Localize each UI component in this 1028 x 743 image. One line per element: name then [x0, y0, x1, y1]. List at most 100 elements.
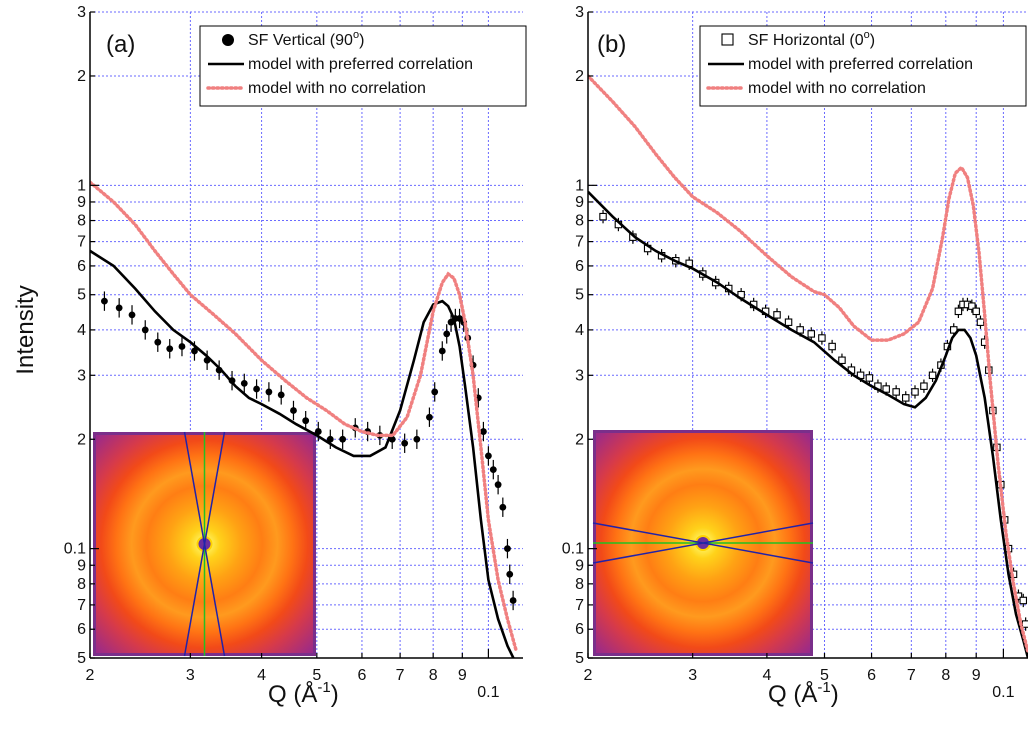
data-point — [154, 338, 162, 346]
y-tick-label: 6 — [77, 621, 86, 638]
y-tick-label: 6 — [575, 621, 584, 638]
y-tick-label: 4 — [77, 322, 86, 339]
legend-label: model with preferred correlation — [748, 56, 973, 73]
data-point — [499, 503, 507, 511]
y-tick-label: 8 — [77, 576, 86, 593]
data-point — [911, 388, 919, 396]
data-point — [902, 394, 910, 402]
data-point — [485, 452, 492, 460]
data-point — [339, 435, 347, 443]
inset-a — [93, 431, 316, 657]
legend-label: model with no correlation — [748, 80, 926, 97]
x-tick-label: 0.1 — [992, 684, 1014, 701]
data-point — [277, 391, 285, 399]
line-preferred-correlation — [90, 249, 515, 658]
y-tick-label: 2 — [77, 431, 86, 448]
legend-label: model with preferred correlation — [248, 56, 473, 73]
data-point — [509, 597, 517, 604]
data-point — [928, 371, 937, 380]
x-tick-label: 5 — [820, 667, 829, 684]
y-axis-title: Intensity — [12, 285, 39, 374]
y-tick-label: 6 — [575, 258, 584, 275]
data-point — [265, 388, 273, 396]
data-point — [784, 318, 793, 326]
x-tick-label: 3 — [186, 667, 195, 684]
axes-frame-b — [587, 12, 1028, 659]
y-tick-label: 7 — [77, 597, 86, 614]
legend-label: model with no correlation — [248, 80, 426, 97]
x-tick-label: 9 — [972, 667, 981, 684]
series-b — [588, 74, 1028, 658]
data-point — [191, 347, 198, 355]
data-point — [972, 307, 980, 316]
data-point — [438, 347, 446, 355]
y-tick-label: 0.1 — [64, 541, 86, 558]
y-tick-label: 7 — [575, 597, 584, 614]
data-point — [954, 307, 963, 316]
data-point — [101, 297, 108, 305]
data-point — [838, 356, 846, 365]
y-tick-label: 3 — [77, 367, 86, 384]
x-tick-label: 8 — [429, 667, 438, 684]
inset-b — [592, 430, 814, 656]
y-tick-label: 9 — [575, 194, 584, 211]
y-tick-label: 5 — [77, 650, 86, 667]
data-point — [892, 388, 900, 396]
legend-label: SF Vertical (90o) — [248, 29, 364, 49]
y-tick-label: 6 — [77, 258, 86, 275]
data-point — [882, 385, 890, 393]
y-tick-label: 9 — [77, 194, 86, 211]
data-point — [504, 545, 511, 553]
data-point — [599, 212, 607, 221]
legend-marker-circle — [222, 34, 234, 46]
data-point — [115, 304, 123, 312]
data-point — [431, 388, 439, 396]
data-point — [494, 481, 502, 489]
y-tick-label: 2 — [77, 68, 86, 85]
x-tick-label: 5 — [312, 667, 321, 684]
legend-label: SF Horizontal (0o) — [748, 29, 875, 49]
y-tick-label: 8 — [575, 213, 584, 230]
y-tick-label: 2 — [575, 431, 584, 448]
data-point — [401, 439, 409, 447]
data-point — [290, 407, 297, 414]
y-tick-label: 8 — [575, 576, 584, 593]
data-point — [968, 302, 976, 310]
data-point — [326, 435, 334, 443]
x-tick-label: 9 — [458, 667, 467, 684]
data-point — [773, 311, 781, 319]
legend-b: SF Horizontal (0o) model with preferred c… — [699, 25, 1027, 107]
sector-edge-line — [592, 522, 814, 564]
y-tick-label: 0.1 — [562, 541, 584, 558]
y-tick-label: 5 — [575, 287, 584, 304]
line-no-correlation — [588, 74, 1028, 654]
data-point — [443, 330, 451, 338]
y-tick-label: 7 — [575, 234, 584, 251]
data-point — [128, 311, 136, 319]
x-tick-label: 8 — [941, 667, 950, 684]
sector-edge-line — [183, 431, 226, 657]
x-axis-title-left: Q (Å-1) — [268, 679, 339, 708]
x-tick-label: 2 — [86, 667, 95, 684]
legend-box — [199, 25, 527, 107]
x-tick-label: 3 — [688, 667, 697, 684]
data-point — [166, 345, 174, 353]
x-tick-label: 6 — [867, 667, 876, 684]
x-axis-title-right: Q (Å-1) — [768, 679, 839, 708]
data-point — [426, 413, 433, 421]
data-point — [828, 342, 836, 351]
data-point — [976, 318, 985, 326]
y-tick-label: 5 — [575, 650, 584, 667]
axes-frame-a — [89, 12, 523, 659]
legend-a: SF Vertical (90o) model with preferred co… — [199, 25, 527, 107]
data-point — [807, 330, 816, 338]
data-point — [1019, 596, 1028, 605]
data-point — [1021, 620, 1028, 628]
x-tick-label: 7 — [907, 667, 916, 684]
line-no-correlation — [90, 180, 519, 654]
y-tick-label: 5 — [77, 287, 86, 304]
